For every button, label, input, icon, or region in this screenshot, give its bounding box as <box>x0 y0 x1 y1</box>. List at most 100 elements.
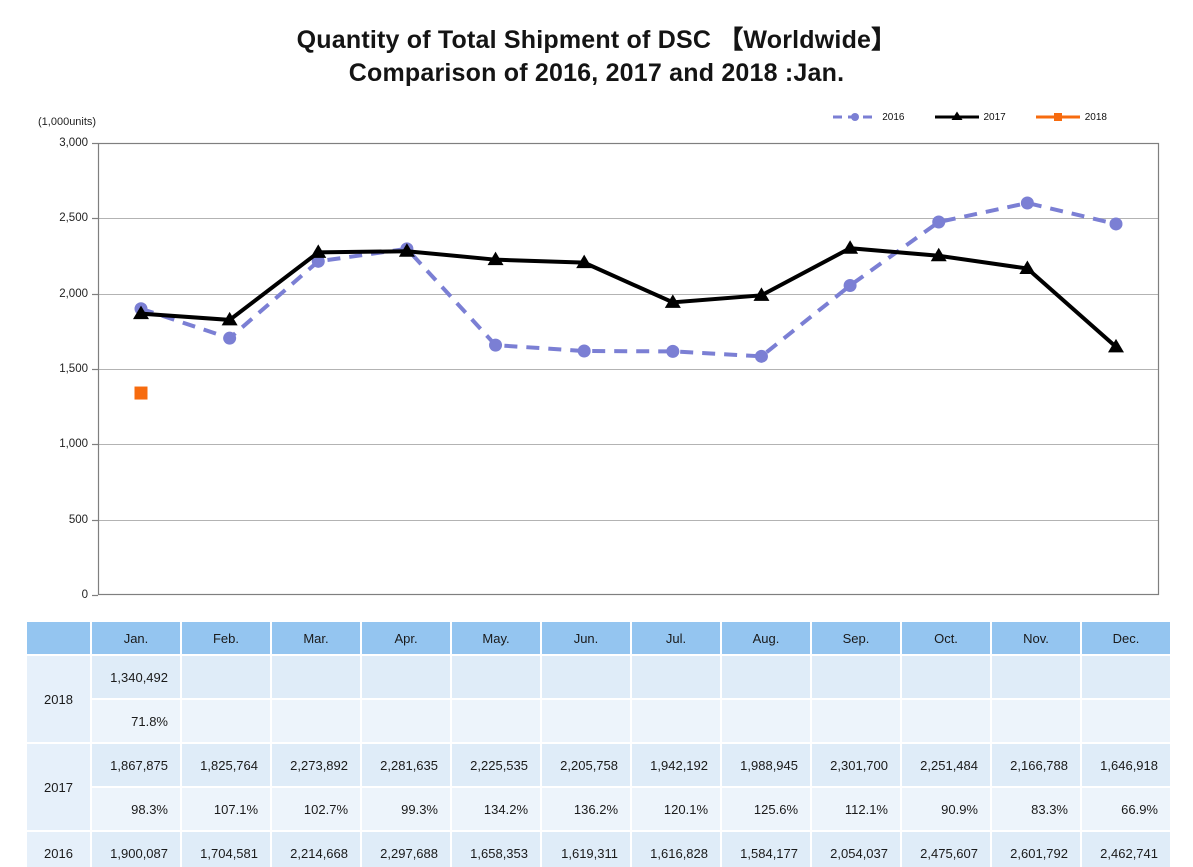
series-2016-marker <box>577 344 591 358</box>
series-2017-marker <box>398 243 415 257</box>
series-2016-marker <box>666 344 680 358</box>
series-2016-marker <box>223 331 237 345</box>
legend-label-2018: 2018 <box>1084 111 1107 123</box>
cell-2017-mar-pct: 102.7% <box>272 788 360 830</box>
series-2017-marker <box>221 311 238 326</box>
cell-2018-mar-value <box>272 656 360 698</box>
cell-2018-dec-value <box>1082 656 1170 698</box>
column-header-jan: Jan. <box>92 622 180 654</box>
cell-2018-feb-value <box>182 656 270 698</box>
column-header-feb: Feb. <box>182 622 270 654</box>
series-2017-marker <box>664 294 681 308</box>
cell-2017-apr-pct: 99.3% <box>362 788 450 830</box>
cell-2016-nov-value: 2,601,792 <box>992 832 1080 867</box>
shipment-line-chart <box>92 142 1160 597</box>
chart-title-line2: Comparison of 2016, 2017 and 2018 :Jan. <box>348 59 845 87</box>
series-2016-marker <box>489 338 503 352</box>
cell-2017-jul-value: 1,942,192 <box>632 744 720 786</box>
column-header-apr: Apr. <box>362 622 450 654</box>
cell-2017-feb-pct: 107.1% <box>182 788 270 830</box>
data-table: Jan. Feb. Mar. Apr. May. Jun. Jul. Aug. Sep. Oct.… <box>25 620 1172 867</box>
table-row-2018-pct: 71.8% <box>27 700 1170 742</box>
cell-2016-feb-value: 1,704,581 <box>182 832 270 867</box>
series-2017-marker <box>576 254 593 269</box>
cell-2018-jan-pct: 71.8% <box>92 700 180 742</box>
cell-2017-nov-pct: 83.3% <box>992 788 1080 830</box>
cell-2017-jan-value: 1,867,875 <box>92 744 180 786</box>
cell-2017-aug-pct: 125.6% <box>722 788 810 830</box>
cell-2018-may-pct <box>452 700 540 742</box>
chart-title-line1: Quantity of Total Shipment of DSC 【World… <box>296 26 897 54</box>
cell-2016-dec-value: 2,462,741 <box>1082 832 1170 867</box>
series-2016-marker <box>932 215 946 229</box>
column-header-may: May. <box>452 622 540 654</box>
cell-2018-nov-value <box>992 656 1080 698</box>
row-label-2016: 2016 <box>27 832 90 867</box>
cell-2018-jun-pct <box>542 700 630 742</box>
series-2017-marker <box>1108 338 1124 353</box>
cell-2018-mar-pct <box>272 700 360 742</box>
cell-2016-apr-value: 2,297,688 <box>362 832 450 867</box>
chart-title: Quantity of Total Shipment of DSC 【World… <box>0 24 1193 90</box>
cell-2017-jul-pct: 120.1% <box>632 788 720 830</box>
series-2016-marker <box>843 279 857 293</box>
cell-2018-jun-value <box>542 656 630 698</box>
series-2017-line <box>140 246 1118 349</box>
y-axis-tick-label: 500 <box>68 513 88 526</box>
legend-circle-swatch <box>833 113 878 121</box>
cell-2018-sep-pct <box>812 700 900 742</box>
cell-2018-aug-value <box>722 656 810 698</box>
cell-2016-jul-value: 1,616,828 <box>632 832 720 867</box>
series-2016-line <box>140 200 1117 359</box>
series-2017-marker <box>310 244 327 258</box>
cell-2018-oct-value <box>902 656 990 698</box>
table-row-2018-value: 2018 1,340,492 <box>27 656 1170 742</box>
cell-2018-jul-pct <box>632 700 720 742</box>
cell-2017-sep-value: 2,301,700 <box>812 744 900 786</box>
legend-item-2018: 2018 <box>1035 111 1107 123</box>
series-2017-marker <box>930 247 947 262</box>
series-2017-marker <box>487 251 504 266</box>
cell-2017-aug-value: 1,988,945 <box>722 744 810 786</box>
legend-label-2017: 2017 <box>983 111 1006 123</box>
table-row-2017-value: 2017 1,867,875 1,825,764 2,273,892 2,281,635… <box>27 744 1170 830</box>
y-axis-tick-label: 2,000 <box>59 287 88 300</box>
legend-triangle-swatch <box>934 111 979 120</box>
cell-2017-mar-value: 2,273,892 <box>272 744 360 786</box>
cell-2017-dec-value: 1,646,918 <box>1082 744 1170 786</box>
cell-2016-jun-value: 1,619,311 <box>542 832 630 867</box>
series-2016-marker <box>754 349 768 363</box>
cell-2018-jan-value: 1,340,492 <box>92 656 180 698</box>
cell-2018-may-value <box>452 656 540 698</box>
legend-label-2016: 2016 <box>882 111 905 123</box>
cell-2017-apr-value: 2,281,635 <box>362 744 450 786</box>
legend-item-2016: 2016 <box>833 111 905 123</box>
cell-2018-apr-value <box>362 656 450 698</box>
column-header-aug: Aug. <box>722 622 810 654</box>
y-axis-tick-label: 2,500 <box>59 212 88 225</box>
column-header-oct: Oct. <box>902 622 990 654</box>
plot-border <box>97 142 1160 596</box>
cell-2017-sep-pct: 112.1% <box>812 788 900 830</box>
cell-2016-aug-value: 1,584,177 <box>722 832 810 867</box>
cell-2018-apr-pct <box>362 700 450 742</box>
legend-marker-2017 <box>951 111 962 120</box>
cell-2016-jan-value: 1,900,087 <box>92 832 180 867</box>
cell-2018-aug-pct <box>722 700 810 742</box>
table-corner-cell <box>27 622 90 654</box>
cell-2018-nov-pct <box>992 700 1080 742</box>
y-axis-tick-label: 1,000 <box>59 438 88 451</box>
row-label-2018: 2018 <box>27 656 90 742</box>
cell-2018-oct-pct <box>902 700 990 742</box>
chart-legend: 2016 2017 2018 <box>833 111 1107 123</box>
cell-2017-dec-pct: 66.9% <box>1082 788 1170 830</box>
series-2017-marker <box>842 240 859 254</box>
cell-2016-mar-value: 2,214,668 <box>272 832 360 867</box>
table-row-2017-pct: 98.3% 107.1% 102.7% 99.3% 134.2% 136.2% 120.1%… <box>27 788 1170 830</box>
column-header-nov: Nov. <box>992 622 1080 654</box>
series-2016-marker <box>311 254 325 268</box>
y-axis-tick-label: 3,000 <box>59 137 88 149</box>
cell-2017-jun-value: 2,205,758 <box>542 744 630 786</box>
column-header-sep: Sep. <box>812 622 900 654</box>
